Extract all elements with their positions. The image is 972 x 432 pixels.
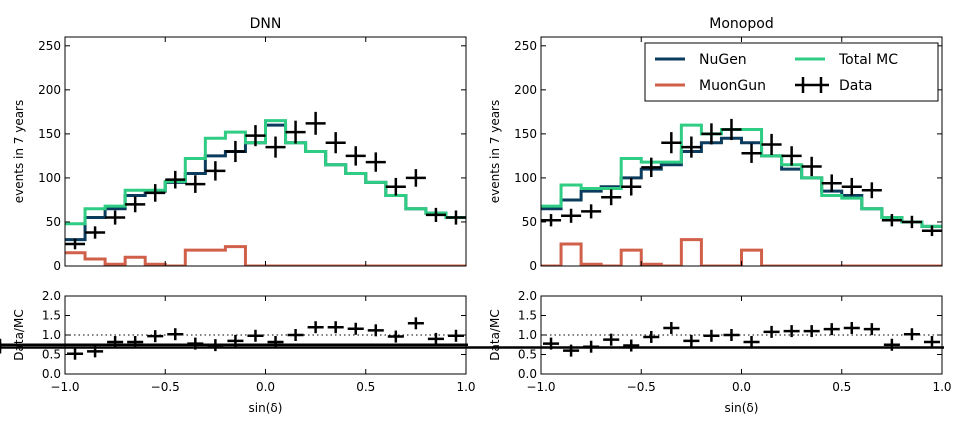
legend-label-nugen: NuGen <box>699 52 747 68</box>
legend-label-data: Data <box>839 78 872 94</box>
x-tick-label: 0.5 <box>356 380 375 394</box>
legend-label-total-mc: Total MC <box>838 52 898 68</box>
y-tick-label: 50 <box>522 215 537 229</box>
x-tick-label: 0.5 <box>832 380 851 394</box>
ratio-y-tick-label: 1.0 <box>518 328 537 342</box>
ratio-y-tick-label: 1.5 <box>42 309 61 323</box>
panel-title: Monopod <box>709 16 773 32</box>
legend: NuGen Total MC MuonGun Data <box>644 42 939 102</box>
muongun-step-line <box>65 245 466 266</box>
ratio-y-tick-label: 2.0 <box>518 289 537 303</box>
total-mc-step-line <box>541 123 942 228</box>
monopod-panel: Monopod 0 50 100 150 200 250 events in 7 years 0… <box>0 16 952 415</box>
ratio-y-tick-label: 2.0 <box>42 289 61 303</box>
ratio-axes-frame <box>540 295 943 375</box>
x-tick-label: −0.5 <box>151 380 180 394</box>
legend-label-muongun: MuonGun <box>699 78 766 94</box>
y-tick-label: 150 <box>38 127 61 141</box>
x-tick-label: 1.0 <box>456 380 475 394</box>
panel-title: DNN <box>250 16 282 32</box>
plot-area <box>65 119 466 266</box>
y-tick-label: 100 <box>38 171 61 185</box>
y-tick-label: 200 <box>38 83 61 97</box>
ratio-y-tick-label: 1.5 <box>518 309 537 323</box>
ratio-y-axis-label: Data/MC <box>12 309 26 360</box>
y-axis-label: events in 7 years <box>488 100 502 203</box>
y-tick-label: 50 <box>46 215 61 229</box>
plot-area <box>541 123 942 266</box>
y-tick-label: 0 <box>53 259 61 273</box>
legend-box <box>644 42 939 102</box>
x-tick-label: 0.0 <box>732 380 751 394</box>
x-axis-label: sin(δ) <box>725 401 759 415</box>
y-tick-label: 0 <box>529 259 537 273</box>
ratio-y-tick-label: 0.5 <box>42 348 61 362</box>
dnn-panel: DNN 0 50 100 150 200 250 events in 7 years 0.0 0.… <box>0 16 476 415</box>
main-axes-frame <box>64 36 467 267</box>
x-tick-label: 0.0 <box>256 380 275 394</box>
ratio-y-tick-label: 1.0 <box>42 328 61 342</box>
x-axis-label: sin(δ) <box>249 401 283 415</box>
ratio-axes-frame <box>64 295 467 375</box>
total-mc-step-line <box>65 119 466 226</box>
ratio-y-tick-label: 0.5 <box>518 348 537 362</box>
x-tick-label: −1.0 <box>50 380 79 394</box>
ratio-y-tick-label: 0.0 <box>42 367 61 381</box>
x-tick-label: 1.0 <box>932 380 951 394</box>
ratio-y-tick-label: 0.0 <box>518 367 537 381</box>
x-tick-label: −1.0 <box>526 380 555 394</box>
y-tick-label: 200 <box>514 83 537 97</box>
y-tick-label: 250 <box>38 39 61 53</box>
x-tick-label: −0.5 <box>627 380 656 394</box>
muongun-step-line <box>541 238 942 266</box>
y-tick-label: 150 <box>514 127 537 141</box>
y-tick-label: 100 <box>514 171 537 185</box>
y-axis-label: events in 7 years <box>12 100 26 203</box>
y-tick-label: 250 <box>514 39 537 53</box>
ratio-y-axis-label: Data/MC <box>488 309 502 360</box>
